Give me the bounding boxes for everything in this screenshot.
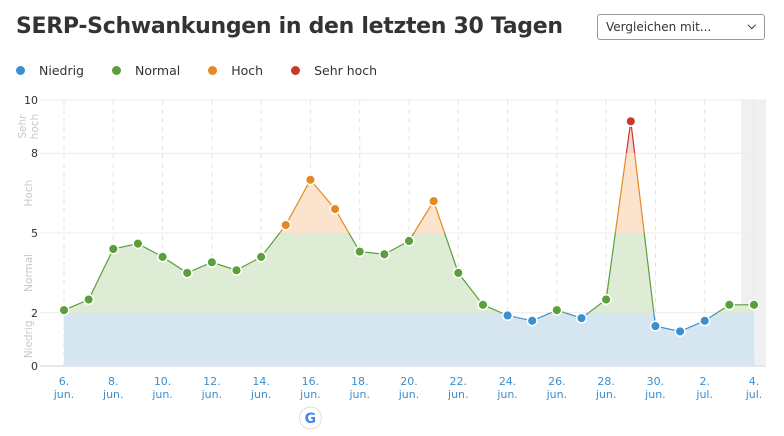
x-tick-label: 8. (108, 375, 119, 388)
x-tick-label: 6. (59, 375, 70, 388)
page-title: SERP-Schwankungen in den letzten 30 Tage… (16, 14, 563, 39)
data-point (403, 235, 415, 247)
data-point (58, 304, 70, 316)
band-label: Hoch (23, 180, 35, 207)
x-tick-label: 20. (400, 375, 418, 388)
data-point (255, 251, 267, 263)
x-tick-label: 4. (749, 375, 760, 388)
data-point (625, 115, 637, 127)
legend-item-niedrig[interactable]: Niedrig (16, 63, 84, 78)
data-point (575, 312, 588, 324)
band-label: Sehr (17, 114, 29, 139)
x-tick-label: jun. (595, 388, 617, 401)
x-tick-label: 30. (647, 375, 665, 388)
legend-label: Sehr hoch (314, 63, 378, 78)
x-tick-label: jun. (201, 388, 223, 401)
data-point (329, 203, 341, 215)
data-point (280, 219, 292, 231)
area-band-hoch (279, 153, 645, 233)
data-point (428, 195, 440, 207)
google-icon-bg (298, 406, 322, 430)
google-icon-glyph: G (305, 411, 317, 427)
data-point (132, 238, 144, 250)
compare-select[interactable]: Vergleichen mit... ⌵ (597, 14, 765, 40)
x-tick-label: jun. (53, 388, 75, 401)
data-point (157, 251, 169, 263)
legend-label: Normal (135, 63, 181, 78)
compare-select-value: Vergleichen mit... (606, 20, 712, 34)
data-point (699, 315, 711, 327)
legend-item-hoch[interactable]: Hoch (208, 63, 263, 78)
band-label: hoch (29, 114, 41, 140)
y-tick-label: 8 (31, 147, 38, 160)
band-label: Niedrig (23, 321, 35, 359)
x-tick-label: 24. (499, 375, 517, 388)
x-tick-label: 14. (252, 375, 270, 388)
x-tick-label: 16. (302, 375, 320, 388)
x-tick-label: jun. (546, 388, 568, 401)
legend: Niedrig Normal Hoch Sehr hoch (16, 63, 405, 78)
y-tick-label: 2 (31, 307, 38, 320)
x-tick-label: 26. (548, 375, 566, 388)
area-band-normal (64, 233, 754, 313)
legend-label: Niedrig (39, 63, 84, 78)
data-point (206, 256, 218, 268)
x-tick-label: 10. (154, 375, 172, 388)
data-point (723, 299, 735, 311)
x-tick-label: jun. (299, 388, 321, 401)
x-tick-label: 18. (351, 375, 369, 388)
data-point (354, 246, 366, 258)
google-icon[interactable]: G (298, 406, 322, 430)
legend-dot (208, 66, 218, 75)
x-tick-label: jun. (496, 388, 518, 401)
data-point (600, 293, 612, 306)
data-point (181, 267, 193, 279)
data-point (674, 325, 686, 337)
x-tick-label: 22. (450, 375, 468, 388)
legend-item-normal[interactable]: Normal (112, 63, 180, 78)
x-tick-label: jun. (644, 388, 666, 401)
x-tick-label: 12. (203, 375, 221, 388)
area-band-niedrig (64, 312, 754, 366)
data-point (526, 315, 538, 327)
y-tick-label: 10 (24, 94, 38, 107)
data-point (551, 304, 563, 316)
band-label: Normal (23, 254, 35, 292)
legend-dot (291, 66, 301, 75)
legend-label: Hoch (231, 63, 264, 78)
data-point (649, 320, 661, 332)
data-point (83, 293, 95, 306)
area-band-sehr-hoch (626, 121, 635, 154)
y-tick-label: 5 (31, 227, 38, 240)
data-point (477, 299, 489, 311)
data-point (230, 264, 243, 276)
data-point (304, 174, 316, 186)
legend-dot (112, 66, 121, 75)
legend-item-sehr-hoch[interactable]: Sehr hoch (291, 63, 377, 78)
data-point (748, 299, 760, 311)
x-tick-label: jun. (447, 388, 469, 401)
x-tick-label: jul. (695, 388, 713, 401)
x-tick-label: jul. (745, 388, 763, 401)
x-tick-label: 2. (699, 375, 710, 388)
data-point (107, 243, 119, 255)
x-tick-label: jun. (398, 388, 420, 401)
series-line (278, 153, 645, 233)
x-tick-label: jun. (348, 388, 370, 401)
x-tick-label: 28. (597, 375, 615, 388)
data-point (502, 309, 514, 322)
x-tick-label: jun. (151, 388, 173, 401)
x-tick-label: jun. (250, 388, 272, 401)
data-point (452, 267, 464, 279)
y-tick-label: 0 (31, 360, 38, 373)
data-point (378, 248, 390, 260)
chevron-down-icon: ⌵ (747, 19, 756, 32)
x-tick-label: jun. (102, 388, 124, 401)
legend-dot (16, 66, 25, 75)
